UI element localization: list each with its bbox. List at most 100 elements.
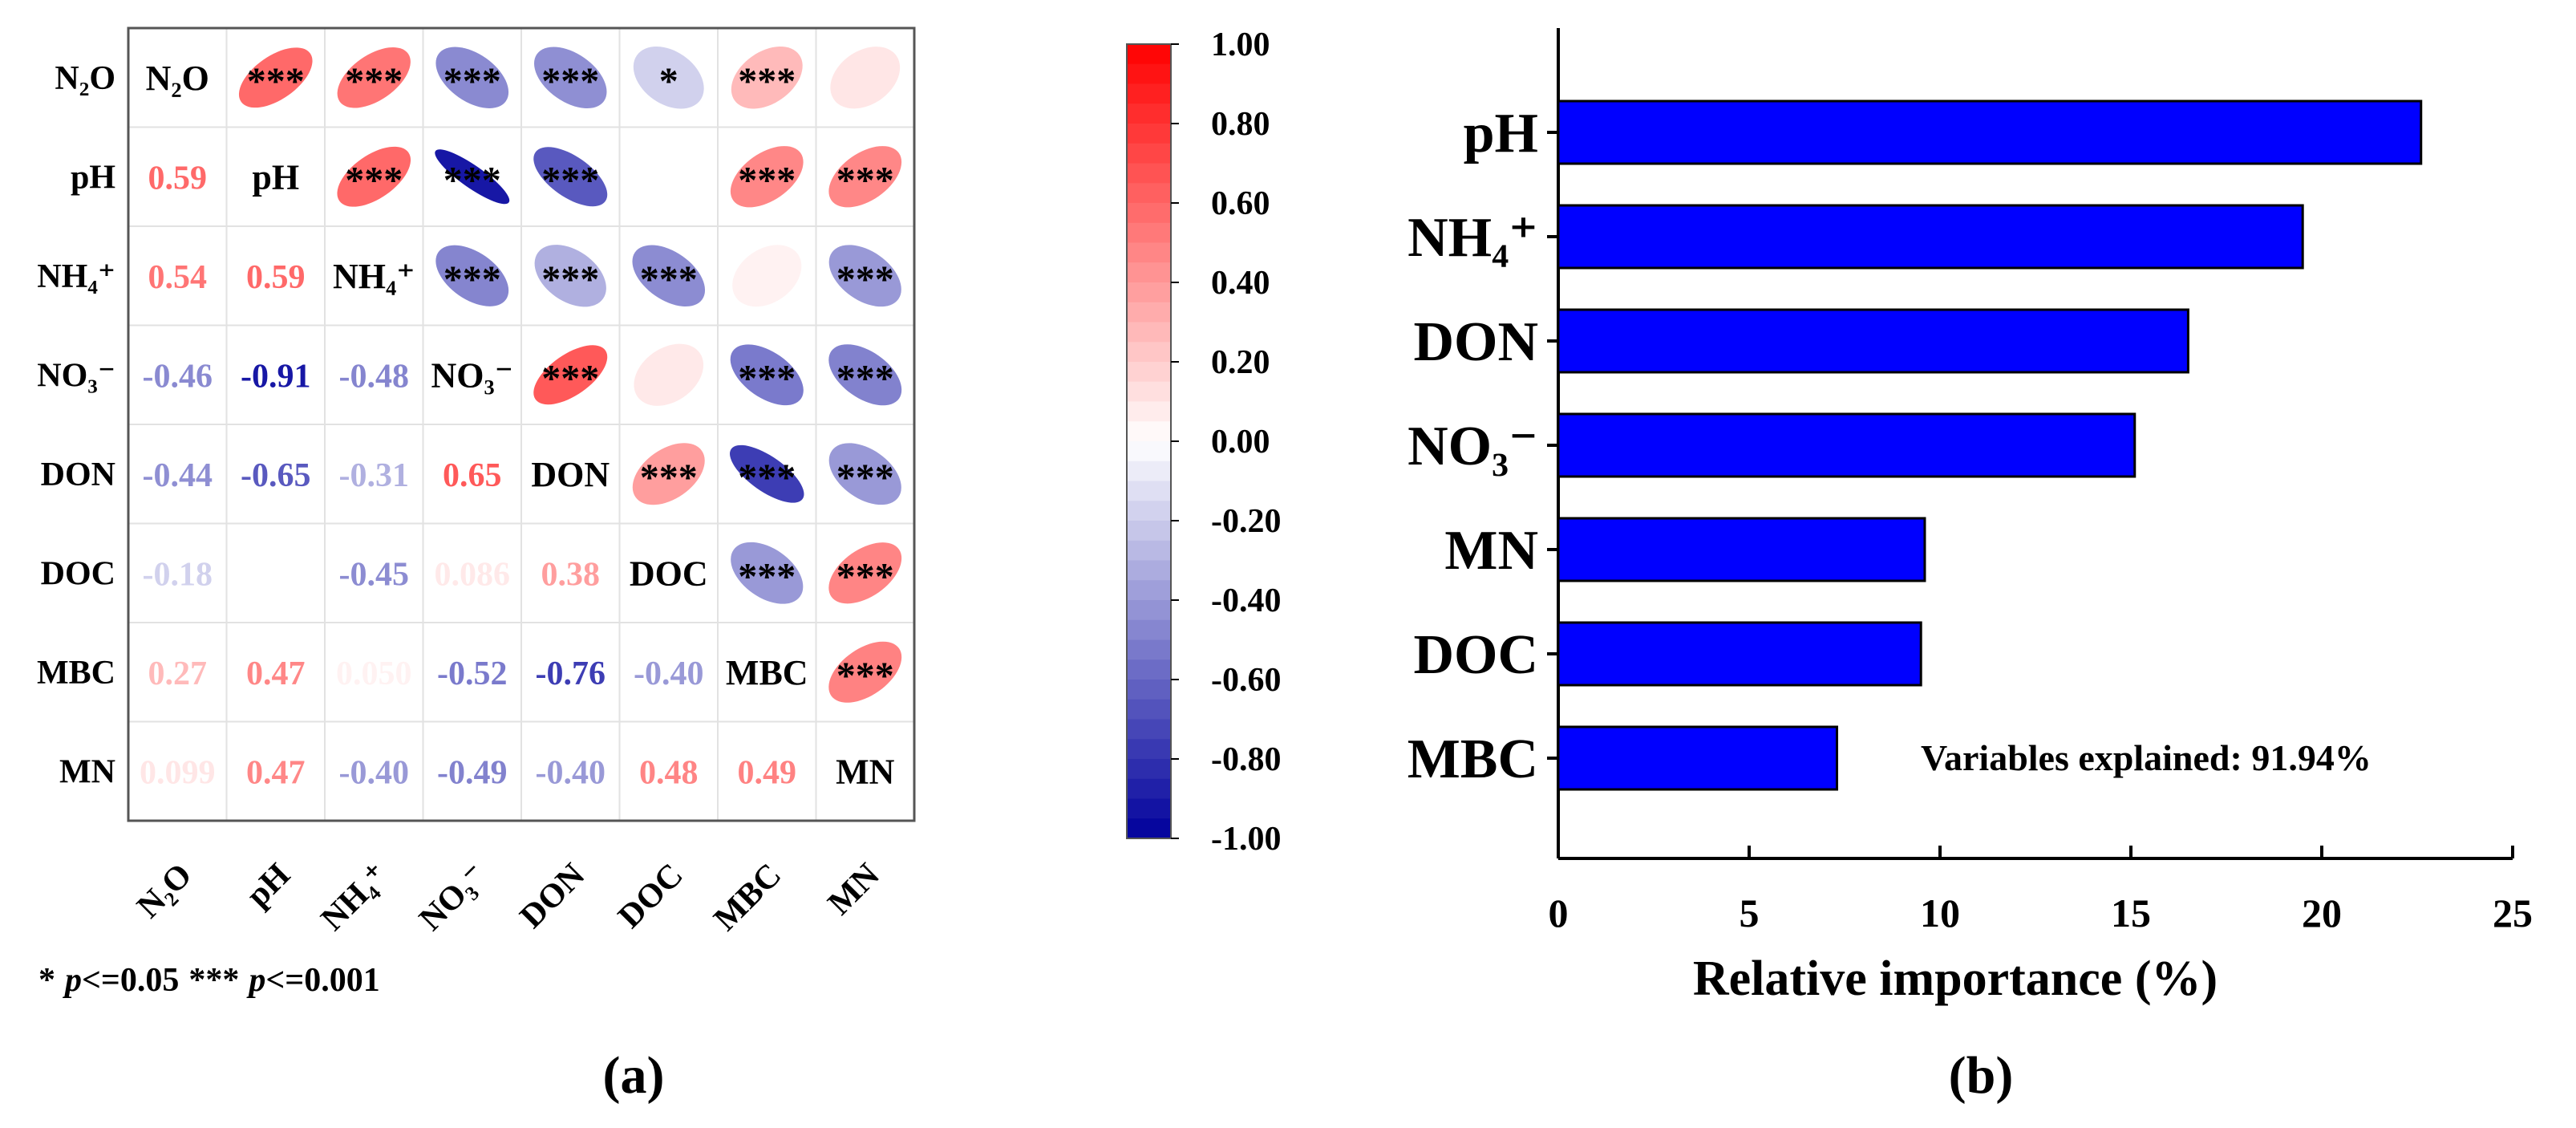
correlation-ellipse — [435, 149, 510, 205]
significance-marker: *** — [541, 60, 599, 103]
column-label: N₂O — [130, 857, 199, 926]
correlation-value: 0.49 — [738, 754, 797, 791]
colorbar-step — [1127, 362, 1171, 383]
importance-bar — [1557, 517, 1926, 582]
correlation-value: -0.40 — [634, 655, 704, 692]
footnote-part: <=0.05 — [82, 962, 179, 999]
colorbar-step — [1127, 342, 1171, 363]
x-tick-label: 20 — [2302, 891, 2342, 935]
colorbar-tick-label: -0.40 — [1211, 582, 1282, 619]
colorbar-step — [1127, 540, 1171, 562]
row-label: N₂O — [55, 60, 115, 97]
row-label: MN — [59, 753, 115, 790]
correlation-value: -0.49 — [437, 754, 508, 791]
colorbar-step — [1127, 699, 1171, 720]
x-tick-label: 5 — [1740, 891, 1760, 935]
colorbar-step — [1127, 381, 1171, 403]
column-label: MN — [821, 857, 887, 923]
colorbar-step — [1127, 461, 1171, 482]
significance-marker: *** — [836, 456, 894, 499]
importance-bar — [1557, 204, 2304, 270]
colorbar-step — [1127, 619, 1171, 641]
colorbar-step — [1127, 600, 1171, 621]
footnote-part: p — [63, 962, 82, 999]
correlation-ellipse — [828, 146, 902, 208]
importance-bar — [1557, 308, 2189, 374]
significance-marker: *** — [345, 60, 403, 103]
category-label: DOC — [1413, 624, 1538, 686]
importance-panel: 0 5 10 15 20 25 Relative importance (%) pH NH₄⁺ D… — [1407, 28, 2533, 1006]
colorbar-step — [1127, 63, 1171, 85]
correlation-ellipse — [633, 47, 704, 109]
column-label: pH — [240, 857, 298, 915]
category-label: pH — [1464, 103, 1538, 164]
x-axis-title: Relative importance (%) — [1693, 951, 2218, 1006]
correlation-value: 0.48 — [639, 754, 699, 791]
panel-b-label: (b) — [1949, 1046, 2014, 1105]
significance-marker: *** — [345, 159, 403, 201]
colorbar-step — [1127, 481, 1171, 502]
correlation-ellipse — [435, 47, 509, 108]
importance-bar — [1557, 99, 2423, 165]
colorbar-tick-label: -1.00 — [1211, 821, 1282, 858]
colorbar-step — [1127, 44, 1171, 65]
row-label: pH — [71, 159, 115, 196]
correlation-value: 0.086 — [435, 556, 511, 593]
significance-marker: *** — [444, 258, 501, 301]
diagonal-label: N₂O — [146, 59, 209, 98]
colorbar-tick-label: 0.60 — [1211, 185, 1270, 222]
diagonal-label: MN — [836, 752, 895, 791]
importance-bar — [1557, 621, 1922, 687]
significance-marker: *** — [541, 159, 599, 201]
column-label: NO₃⁻ — [412, 857, 494, 939]
colorbar-step — [1127, 163, 1171, 185]
footnote-part: * — [38, 962, 55, 999]
diagonal-label: pH — [252, 157, 299, 197]
correlation-ellipse — [534, 47, 607, 109]
colorbar-step — [1127, 560, 1171, 582]
correlation-ellipse — [533, 345, 608, 405]
correlation-ellipse — [730, 344, 804, 406]
significance-marker: *** — [836, 357, 894, 400]
correlation-value: -0.52 — [437, 655, 508, 692]
correlation-value: -0.18 — [143, 556, 213, 593]
correlation-value: 0.54 — [148, 259, 208, 296]
colorbar-tick-label: 1.00 — [1211, 26, 1270, 63]
significance-marker: * — [659, 60, 678, 103]
x-tick-label: 10 — [1920, 891, 1960, 935]
row-label: DON — [41, 456, 115, 493]
colorbar-tick-label: 0.00 — [1211, 424, 1270, 461]
correlation-ellipse — [731, 542, 804, 604]
correlation-value: 0.38 — [541, 556, 601, 593]
significance-marker: *** — [738, 555, 796, 598]
colorbar-step — [1127, 659, 1171, 680]
correlation-value: 0.050 — [336, 655, 412, 692]
significance-marker: *** — [836, 555, 894, 598]
colorbar-step — [1127, 222, 1171, 244]
correlation-value: -0.76 — [536, 655, 606, 692]
footnote-part: p — [246, 962, 265, 999]
colorbar-tick-label: 0.80 — [1211, 106, 1270, 143]
correlation-ellipse — [337, 47, 411, 108]
row-label: DOC — [41, 555, 115, 592]
colorbar-step — [1127, 501, 1171, 521]
matrix-border — [127, 26, 916, 822]
colorbar-step — [1127, 639, 1171, 661]
significance-marker: *** — [836, 159, 894, 201]
category-label: MBC — [1407, 728, 1538, 790]
correlation-value: 0.47 — [246, 655, 306, 692]
correlation-ellipse — [828, 344, 902, 406]
x-tick-label: 15 — [2111, 891, 2151, 935]
colorbar-step — [1127, 680, 1171, 700]
column-label: DOC — [611, 857, 691, 936]
significance-marker: *** — [836, 655, 894, 697]
colorbar-step — [1127, 798, 1171, 820]
correlation-value: 0.65 — [443, 457, 502, 494]
correlation-ellipse — [732, 245, 802, 307]
colorbar-step — [1127, 778, 1171, 800]
correlation-ellipse — [337, 146, 411, 207]
category-label: NH₄⁺ — [1407, 207, 1538, 269]
colorbar-step — [1127, 521, 1171, 542]
